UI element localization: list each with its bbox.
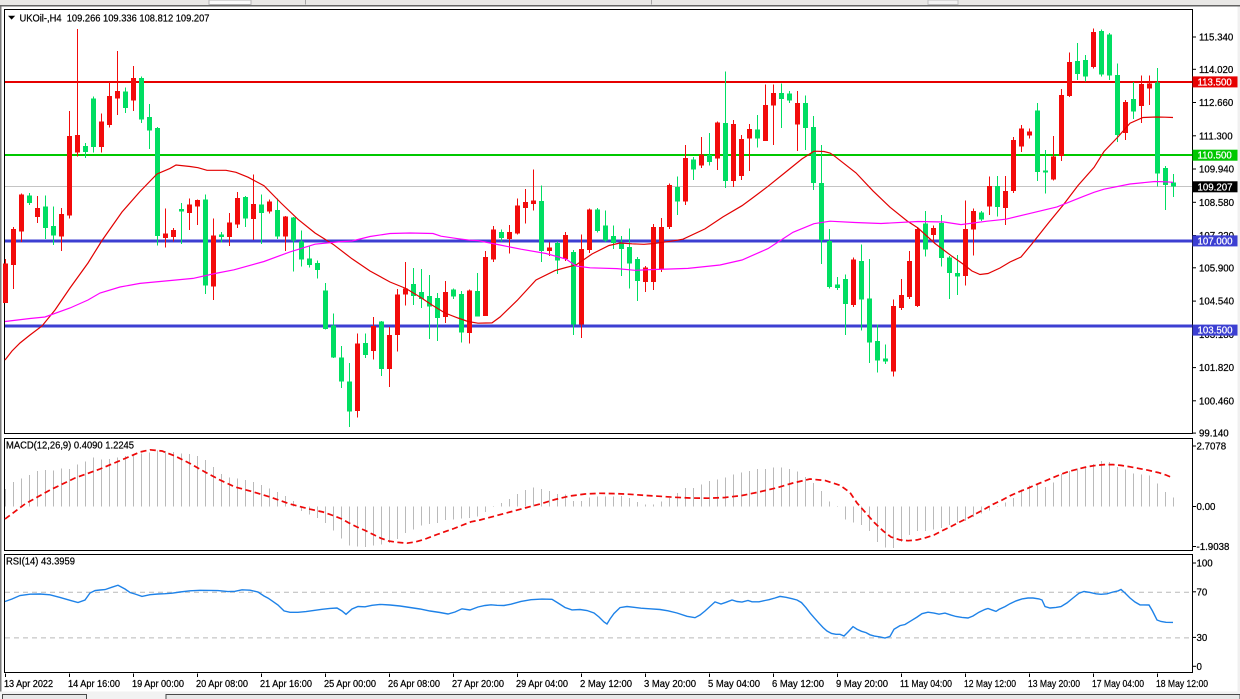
svg-text:110.500: 110.500 <box>1198 151 1233 162</box>
svg-text:MACD(12,26,9) 0.4090 1.2245: MACD(12,26,9) 0.4090 1.2245 <box>6 441 134 452</box>
svg-text:112.660: 112.660 <box>1199 98 1234 109</box>
svg-text:100: 100 <box>1197 559 1214 570</box>
svg-text:115.340: 115.340 <box>1199 33 1234 44</box>
svg-text:5 May 04:00: 5 May 04:00 <box>708 679 761 690</box>
svg-text:70: 70 <box>1197 587 1208 598</box>
svg-text:2 May 12:00: 2 May 12:00 <box>580 679 633 690</box>
svg-text:109.940: 109.940 <box>1199 165 1235 176</box>
svg-text:104.540: 104.540 <box>1199 297 1235 308</box>
svg-text:25 Apr 00:00: 25 Apr 00:00 <box>324 679 377 690</box>
svg-text:20 Apr 08:00: 20 Apr 08:00 <box>196 679 249 690</box>
svg-text:30: 30 <box>1197 633 1208 644</box>
svg-text:29 Apr 04:00: 29 Apr 04:00 <box>516 679 569 690</box>
svg-text:99.140: 99.140 <box>1199 429 1229 440</box>
svg-text:13 May 20:00: 13 May 20:00 <box>1028 679 1081 690</box>
svg-text:12 May 12:00: 12 May 12:00 <box>964 679 1017 690</box>
svg-text:114.020: 114.020 <box>1199 65 1234 76</box>
svg-text:101.820: 101.820 <box>1199 363 1235 374</box>
svg-text:107.000: 107.000 <box>1198 236 1234 247</box>
svg-text:105.900: 105.900 <box>1199 263 1235 274</box>
svg-text:14 Apr 16:00: 14 Apr 16:00 <box>68 679 121 690</box>
svg-text:17 May 04:00: 17 May 04:00 <box>1092 679 1145 690</box>
svg-text:-1.9038: -1.9038 <box>1197 542 1230 553</box>
svg-text:103.500: 103.500 <box>1198 326 1234 337</box>
svg-text:9 May 20:00: 9 May 20:00 <box>836 679 889 690</box>
svg-text:2.7078: 2.7078 <box>1197 442 1227 453</box>
svg-text:26 Apr 08:00: 26 Apr 08:00 <box>388 679 441 690</box>
svg-text:108.580: 108.580 <box>1199 198 1235 209</box>
svg-text:19 Apr 00:00: 19 Apr 00:00 <box>132 679 185 690</box>
svg-text:111.300: 111.300 <box>1199 131 1233 142</box>
svg-text:27 Apr 20:00: 27 Apr 20:00 <box>452 679 505 690</box>
svg-text:RSI(14) 43.3959: RSI(14) 43.3959 <box>6 557 75 568</box>
svg-text:113.500: 113.500 <box>1198 77 1233 88</box>
svg-text:3 May 20:00: 3 May 20:00 <box>644 679 697 690</box>
svg-text:109.207: 109.207 <box>1198 182 1233 193</box>
svg-text:18 May 12:00: 18 May 12:00 <box>1156 679 1209 690</box>
svg-text:11 May 04:00: 11 May 04:00 <box>900 679 953 690</box>
svg-text:6 May 12:00: 6 May 12:00 <box>772 679 825 690</box>
svg-text:0.00: 0.00 <box>1197 502 1216 513</box>
svg-text:21 Apr 16:00: 21 Apr 16:00 <box>260 679 313 690</box>
svg-text:0: 0 <box>1197 662 1203 673</box>
svg-text:UKOil-,H4 109.266 109.336 108: UKOil-,H4 109.266 109.336 108.812 109.20… <box>20 14 210 25</box>
svg-text:100.460: 100.460 <box>1199 396 1235 407</box>
svg-text:13 Apr 2022: 13 Apr 2022 <box>4 679 53 690</box>
